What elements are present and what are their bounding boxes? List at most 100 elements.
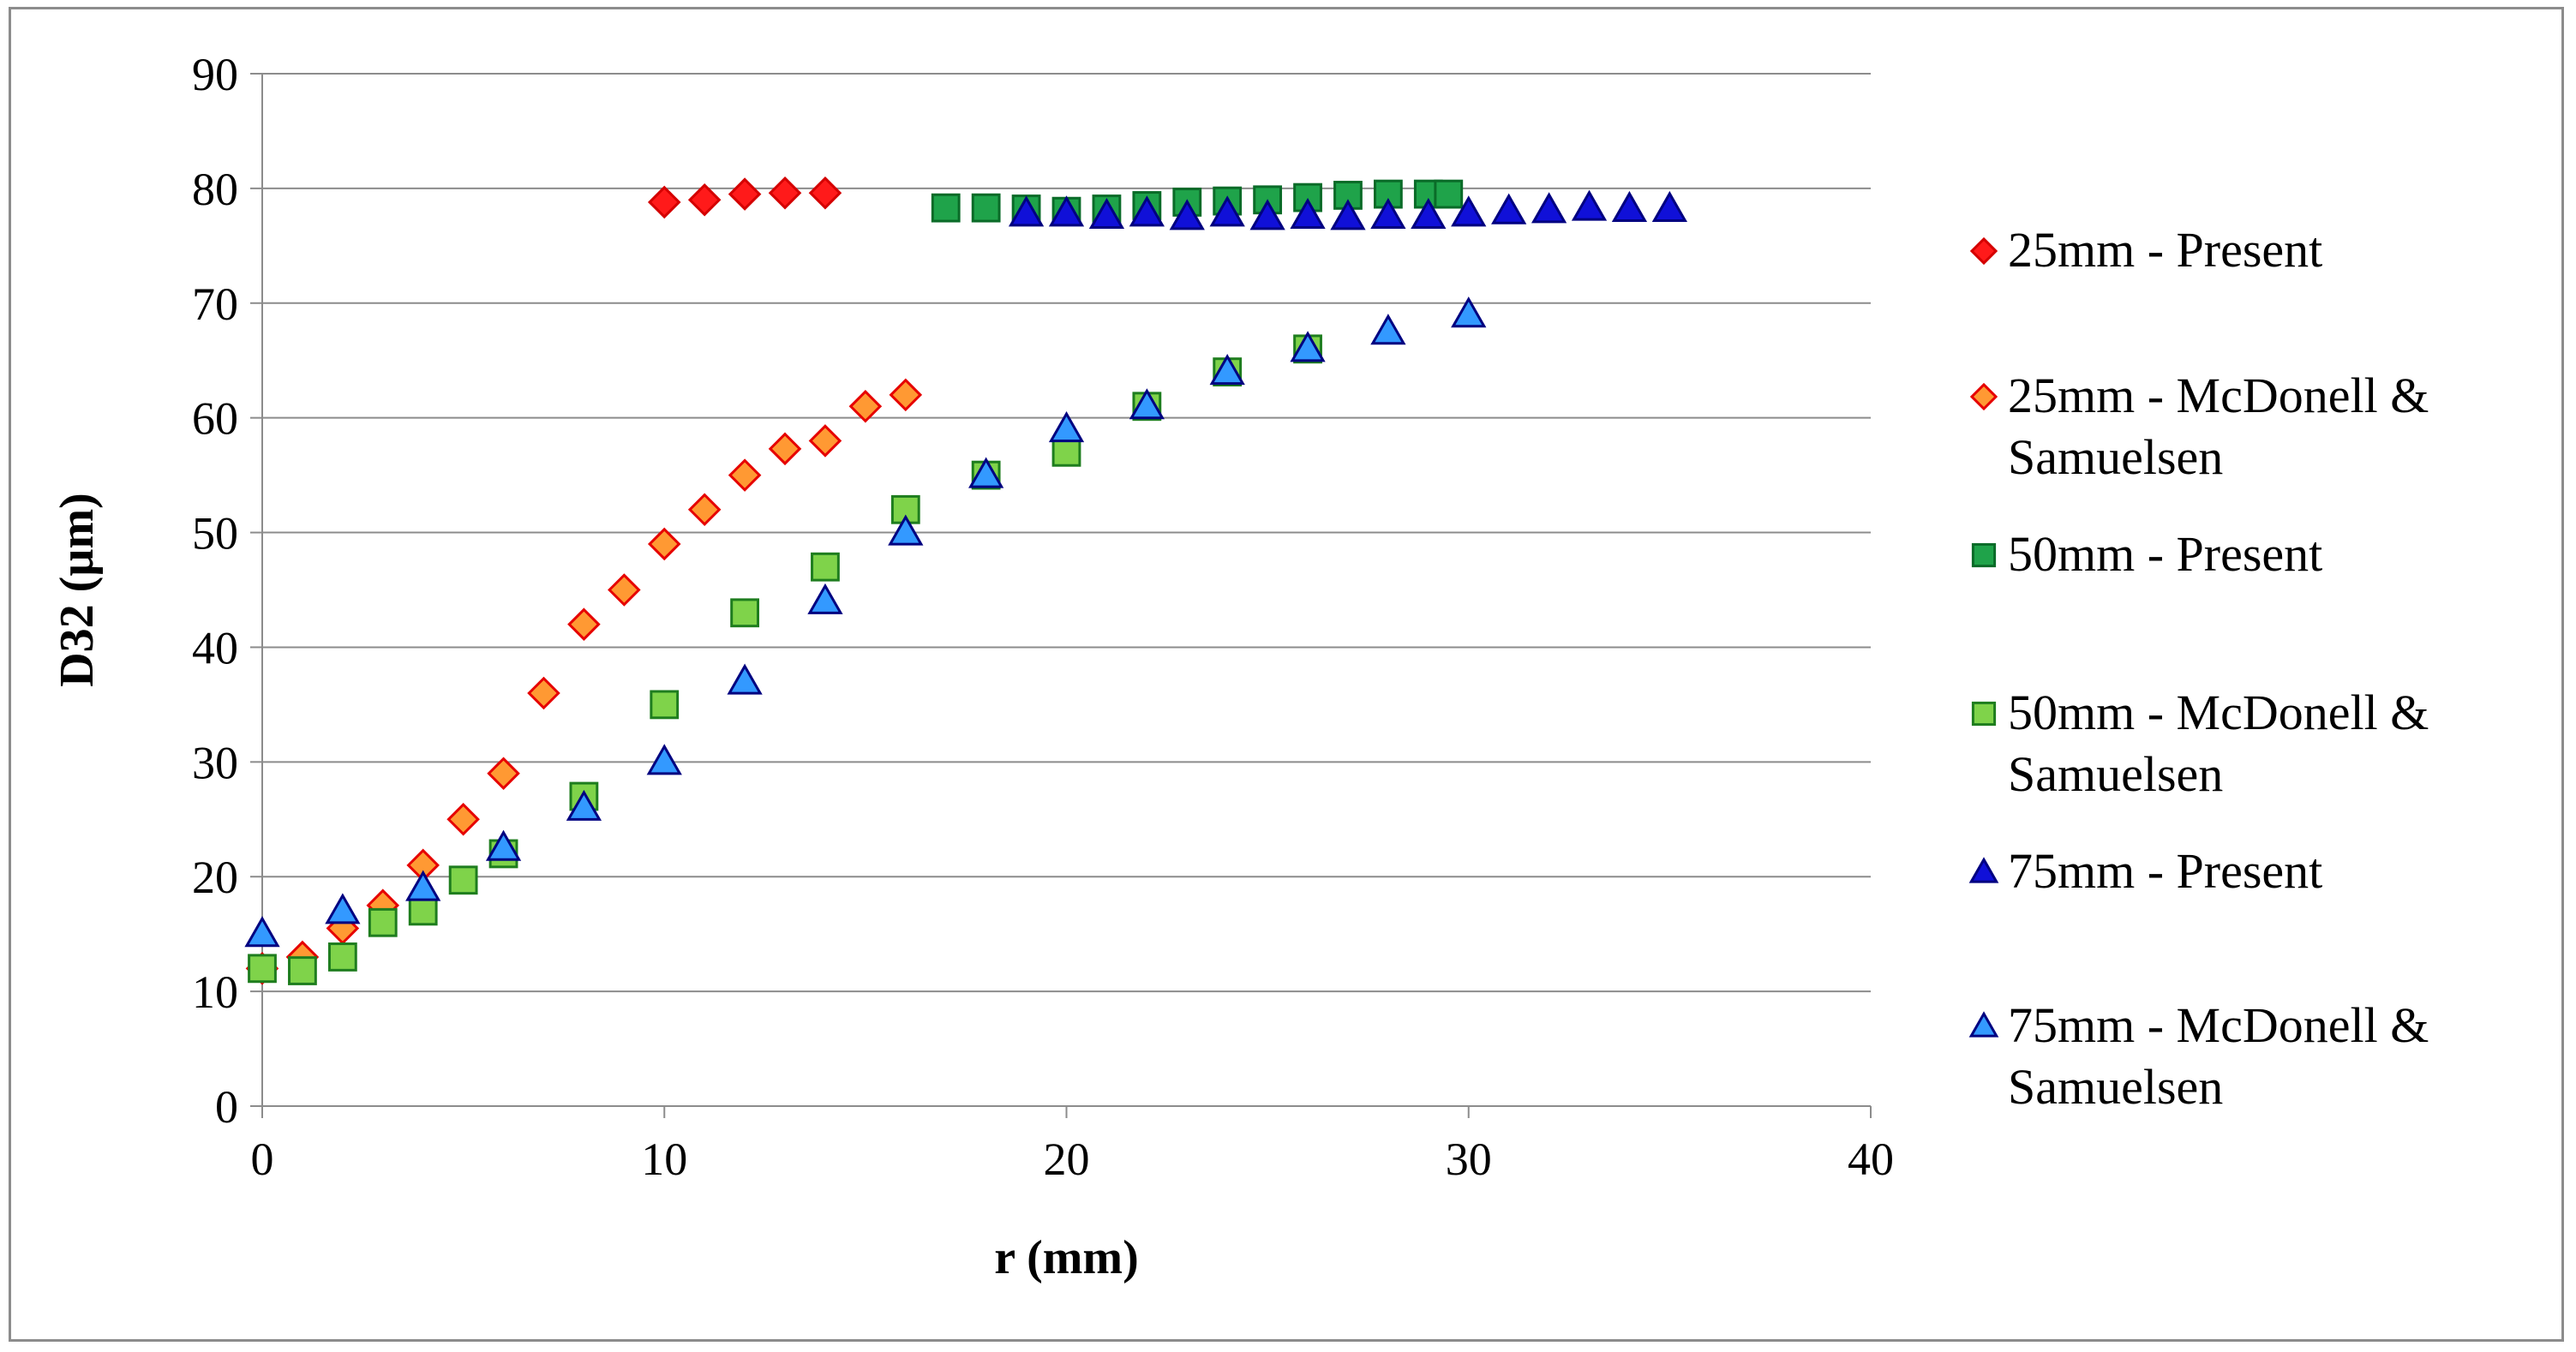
legend-item: 50mm - Present: [1971, 526, 2322, 582]
data-point: [1611, 190, 1648, 223]
data-point: [567, 607, 601, 641]
axes: [250, 73, 1872, 1118]
data-point: [485, 829, 522, 861]
data-point: [888, 514, 924, 546]
legend-marker: [1969, 382, 1998, 411]
chart-frame: 0 10 20 30 40 50 60 70 80 90 0 10 20 30 40 r (mm) D32 …: [9, 7, 2564, 1342]
data-point: [1129, 388, 1165, 420]
data-point: [1370, 314, 1406, 345]
data-point: [1451, 296, 1487, 328]
series-75mm-present: [1008, 189, 1687, 230]
data-point: [971, 193, 1001, 223]
data-point: [650, 690, 680, 720]
data-point: [248, 954, 277, 984]
x-tick-label: 10: [641, 1134, 687, 1185]
y-tick-label: 10: [192, 966, 238, 1018]
data-point: [527, 676, 560, 710]
data-point: [968, 457, 1004, 488]
x-tick-label: 40: [1848, 1134, 1894, 1185]
data-point: [288, 956, 317, 985]
legend-label: 50mm - McDonell &: [2008, 685, 2429, 740]
data-point: [566, 789, 602, 821]
legend-label: Samuelsen: [2008, 429, 2223, 485]
series-25mm-present: [647, 176, 842, 219]
y-tick-label: 70: [192, 278, 238, 330]
data-point: [1209, 354, 1245, 386]
data-point: [1051, 437, 1081, 467]
legend-marker: [1971, 542, 1997, 568]
data-point: [1651, 190, 1687, 223]
data-point: [446, 802, 480, 836]
data-point: [931, 193, 961, 223]
x-tick-label: 20: [1044, 1134, 1090, 1185]
data-point: [408, 896, 438, 926]
data-point: [728, 458, 762, 492]
data-point: [1434, 179, 1464, 209]
data-point: [1088, 197, 1125, 230]
data-point: [808, 176, 842, 210]
series-25mm-mcdonell-samuelsen: [245, 378, 923, 985]
legend-label: 25mm - Present: [2008, 222, 2322, 278]
data-point: [1048, 410, 1085, 443]
legend-item: 50mm - McDonell & Samuelsen: [1971, 685, 2429, 802]
data-points: [244, 176, 1687, 985]
data-point: [1129, 195, 1165, 227]
x-tick-label: 30: [1446, 1134, 1492, 1185]
data-point: [1571, 189, 1608, 221]
data-point: [687, 493, 722, 527]
data-point: [647, 185, 681, 219]
data-point: [848, 389, 883, 423]
y-tick-label: 20: [192, 852, 238, 903]
tick-labels: 0 10 20 30 40 50 60 70 80 90 0 10 20 30 40: [192, 49, 1894, 1185]
data-point: [487, 757, 520, 791]
data-point: [1531, 192, 1567, 224]
x-axis-title: r (mm): [994, 1231, 1138, 1284]
legend-item: 75mm - McDonell & Samuelsen: [1968, 997, 2429, 1115]
data-point: [808, 424, 842, 458]
data-point: [728, 177, 762, 211]
legend-label: 75mm - McDonell &: [2008, 997, 2429, 1053]
legend-label: 50mm - Present: [2008, 526, 2322, 582]
data-point: [1370, 197, 1406, 230]
data-point: [244, 916, 280, 948]
data-point: [368, 907, 398, 937]
data-point: [811, 552, 840, 582]
y-tick-label: 30: [192, 737, 238, 788]
data-point: [1290, 197, 1326, 230]
data-point: [889, 378, 923, 412]
data-point: [1048, 195, 1085, 227]
data-point: [1451, 195, 1487, 227]
y-tick-label: 50: [192, 508, 238, 559]
legend-item: 75mm - Present: [1968, 843, 2322, 899]
data-point: [448, 865, 478, 895]
data-point: [1290, 331, 1326, 362]
y-tick-label: 80: [192, 164, 238, 215]
y-tick-label: 0: [215, 1081, 238, 1133]
legend-label: 75mm - Present: [2008, 843, 2322, 899]
data-point: [405, 870, 441, 901]
legend: 25mm - Present 25mm - McDonell & Samuelsen…: [1968, 222, 2429, 1115]
legend-marker: [1968, 857, 1999, 883]
data-point: [1374, 179, 1403, 209]
data-point: [1411, 197, 1447, 230]
data-point: [768, 432, 802, 466]
data-point: [807, 583, 843, 614]
data-point: [647, 527, 681, 561]
data-point: [1491, 193, 1527, 224]
data-point: [1330, 199, 1366, 230]
data-point: [1209, 195, 1245, 227]
legend-item: 25mm - McDonell & Samuelsen: [1969, 368, 2429, 485]
data-point: [327, 942, 357, 972]
data-point: [1008, 195, 1045, 227]
x-tick-label: 0: [251, 1134, 274, 1185]
data-point: [687, 182, 722, 217]
y-axis-title: D32 (µm): [51, 493, 104, 687]
data-point: [325, 893, 361, 924]
data-point: [646, 744, 682, 775]
data-point: [1169, 199, 1205, 230]
data-point: [1249, 199, 1285, 230]
data-point: [730, 598, 760, 628]
legend-label: Samuelsen: [2008, 1059, 2223, 1115]
legend-item: 25mm - Present: [1969, 222, 2322, 278]
legend-label: 25mm - McDonell &: [2008, 368, 2429, 423]
